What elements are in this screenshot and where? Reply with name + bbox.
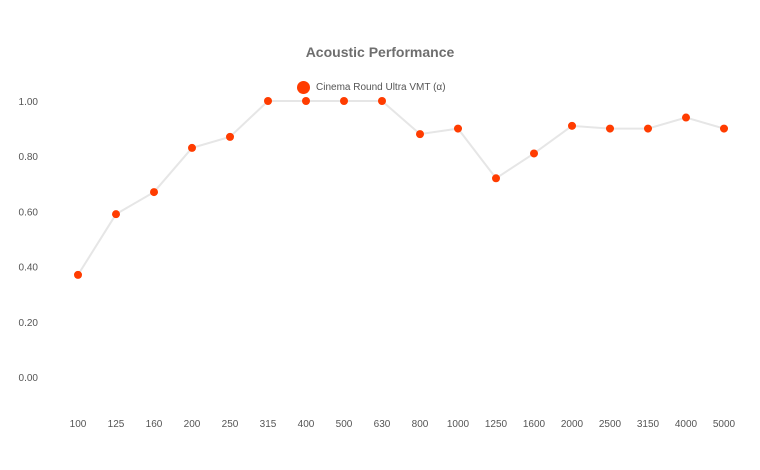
y-tick-label: 1.00: [19, 97, 39, 108]
x-tick-label: 200: [184, 419, 201, 430]
chart-title: Acoustic Performance: [305, 44, 455, 60]
data-point[interactable]: [492, 174, 500, 183]
y-tick-label: 0.20: [19, 318, 39, 329]
data-point[interactable]: [606, 124, 614, 133]
x-tick-label: 250: [222, 419, 239, 430]
data-point[interactable]: [150, 188, 158, 197]
x-tick-label: 1600: [523, 419, 546, 430]
data-point[interactable]: [682, 113, 690, 122]
series-line: [77, 100, 725, 276]
x-tick-label: 4000: [675, 419, 698, 430]
data-point[interactable]: [188, 143, 196, 152]
data-point[interactable]: [416, 130, 424, 139]
data-point[interactable]: [226, 132, 234, 141]
x-tick-label: 2000: [561, 419, 584, 430]
x-tick-label: 1250: [485, 419, 508, 430]
x-tick-label: 160: [146, 419, 163, 430]
x-tick-label: 800: [412, 419, 429, 430]
x-tick-label: 2500: [599, 419, 622, 430]
data-point[interactable]: [340, 97, 348, 105]
data-point[interactable]: [644, 124, 652, 133]
legend-marker-icon: [297, 80, 310, 94]
y-tick-label: 0.80: [19, 152, 39, 163]
x-tick-label: 630: [374, 419, 391, 430]
data-point[interactable]: [568, 121, 576, 130]
x-tick-label: 1000: [447, 419, 470, 430]
data-point[interactable]: [454, 124, 462, 133]
data-point[interactable]: [530, 149, 538, 158]
y-tick-label: 0.40: [19, 263, 39, 274]
x-tick-label: 315: [260, 419, 277, 430]
data-point[interactable]: [112, 210, 120, 219]
legend-label: Cinema Round Ultra VMT (α): [316, 81, 446, 93]
x-tick-label: 400: [298, 419, 315, 430]
data-point[interactable]: [74, 270, 82, 279]
x-tick-label: 100: [70, 419, 87, 430]
y-tick-label: 0.00: [19, 373, 39, 384]
data-point[interactable]: [264, 97, 272, 105]
data-point[interactable]: [302, 97, 310, 105]
data-point[interactable]: [378, 97, 386, 105]
x-tick-label: 500: [336, 419, 353, 430]
data-point[interactable]: [720, 124, 728, 133]
x-tick-label: 3150: [637, 419, 660, 430]
y-tick-label: 0.60: [19, 207, 39, 218]
legend[interactable]: Cinema Round Ultra VMT (α): [297, 79, 446, 95]
x-tick-label: 5000: [713, 419, 736, 430]
x-tick-label: 125: [108, 419, 125, 430]
